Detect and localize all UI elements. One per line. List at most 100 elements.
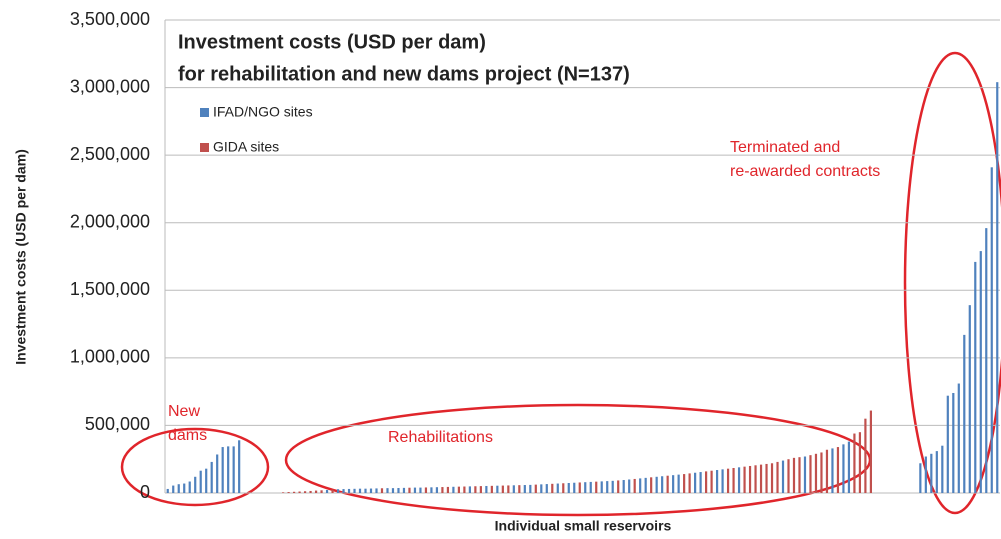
- bar: [551, 483, 554, 493]
- bar: [314, 490, 318, 493]
- bar: [468, 486, 471, 493]
- annotation-ellipse: [284, 403, 872, 517]
- bar: [770, 463, 774, 493]
- bar: [963, 334, 966, 493]
- bar: [683, 474, 686, 493]
- bar: [199, 470, 202, 493]
- bar: [545, 484, 548, 493]
- bar: [578, 482, 581, 493]
- bar: [507, 485, 510, 493]
- bar: [996, 82, 999, 493]
- bar: [216, 454, 219, 493]
- bar: [358, 488, 362, 493]
- y-tick-label: 500,000: [85, 414, 150, 434]
- bar: [452, 486, 455, 493]
- bar: [556, 483, 559, 493]
- legend-label: IFAD/NGO sites: [213, 104, 313, 120]
- bar: [386, 488, 389, 493]
- bar: [919, 463, 922, 493]
- bar: [287, 492, 290, 493]
- y-tick-label: 1,000,000: [70, 347, 150, 367]
- bar: [754, 465, 757, 493]
- bar: [424, 487, 428, 493]
- annotation-ellipse: [120, 427, 270, 507]
- bar: [380, 488, 384, 493]
- bar: [336, 489, 340, 493]
- bar: [353, 488, 356, 493]
- bar: [205, 468, 208, 493]
- bar: [567, 482, 570, 493]
- y-tick-label: 2,500,000: [70, 144, 150, 164]
- bar: [661, 476, 664, 493]
- annotation: Terminated and: [730, 139, 840, 156]
- bar: [232, 446, 235, 493]
- bar: [633, 478, 636, 493]
- bar: [699, 472, 702, 493]
- bar: [166, 488, 169, 493]
- bar: [710, 470, 713, 493]
- bar: [221, 447, 224, 493]
- bar: [194, 476, 197, 493]
- bar: [238, 440, 241, 493]
- bar: [331, 489, 334, 493]
- bar: [430, 487, 433, 493]
- bar: [342, 489, 345, 493]
- bar: [864, 418, 867, 493]
- bar: [408, 487, 411, 493]
- bar: [177, 484, 180, 493]
- bar: [595, 481, 598, 493]
- legend-swatch: [200, 143, 209, 152]
- bar: [759, 464, 763, 493]
- bar: [183, 483, 186, 493]
- bar: [441, 487, 444, 493]
- bar: [672, 475, 675, 493]
- bar: [584, 482, 587, 493]
- bar: [518, 485, 521, 493]
- bar: [397, 487, 400, 493]
- bar: [227, 446, 230, 493]
- bar: [413, 487, 417, 493]
- bar: [677, 474, 680, 493]
- bar: [726, 468, 730, 493]
- bar: [589, 481, 592, 493]
- bar: [666, 475, 669, 493]
- bar: [721, 469, 724, 493]
- bar: [715, 470, 719, 493]
- bar: [946, 395, 949, 493]
- bar: [292, 491, 296, 493]
- y-tick-label: 2,000,000: [70, 211, 150, 231]
- bar: [364, 488, 367, 493]
- bar: [842, 444, 845, 493]
- bar: [369, 488, 373, 493]
- bar: [853, 433, 856, 493]
- bar: [974, 261, 977, 493]
- bar: [957, 383, 960, 493]
- bar: [298, 491, 301, 493]
- bar: [347, 488, 351, 493]
- bar: [787, 459, 790, 493]
- bar: [606, 481, 609, 493]
- bar: [924, 456, 927, 493]
- bar: [282, 492, 285, 493]
- bar: [474, 486, 477, 493]
- bar: [496, 485, 499, 493]
- bar: [952, 392, 955, 493]
- bar: [172, 485, 175, 493]
- bar: [435, 487, 439, 493]
- y-tick-label: 0: [140, 482, 150, 502]
- bar: [320, 490, 323, 493]
- bar: [600, 481, 603, 493]
- bar: [534, 484, 537, 493]
- y-axis-label: Investment costs (USD per dam): [13, 149, 29, 365]
- annotation: Rehabilitations: [388, 429, 493, 446]
- bar: [210, 461, 213, 493]
- bar: [325, 490, 329, 493]
- bar: [446, 486, 450, 493]
- chart-title: for rehabilitation and new dams project …: [178, 63, 630, 85]
- bar: [479, 486, 482, 493]
- bar: [611, 480, 614, 493]
- bar: [622, 480, 625, 493]
- bar: [820, 452, 823, 493]
- bar: [814, 453, 818, 493]
- bar: [765, 463, 768, 493]
